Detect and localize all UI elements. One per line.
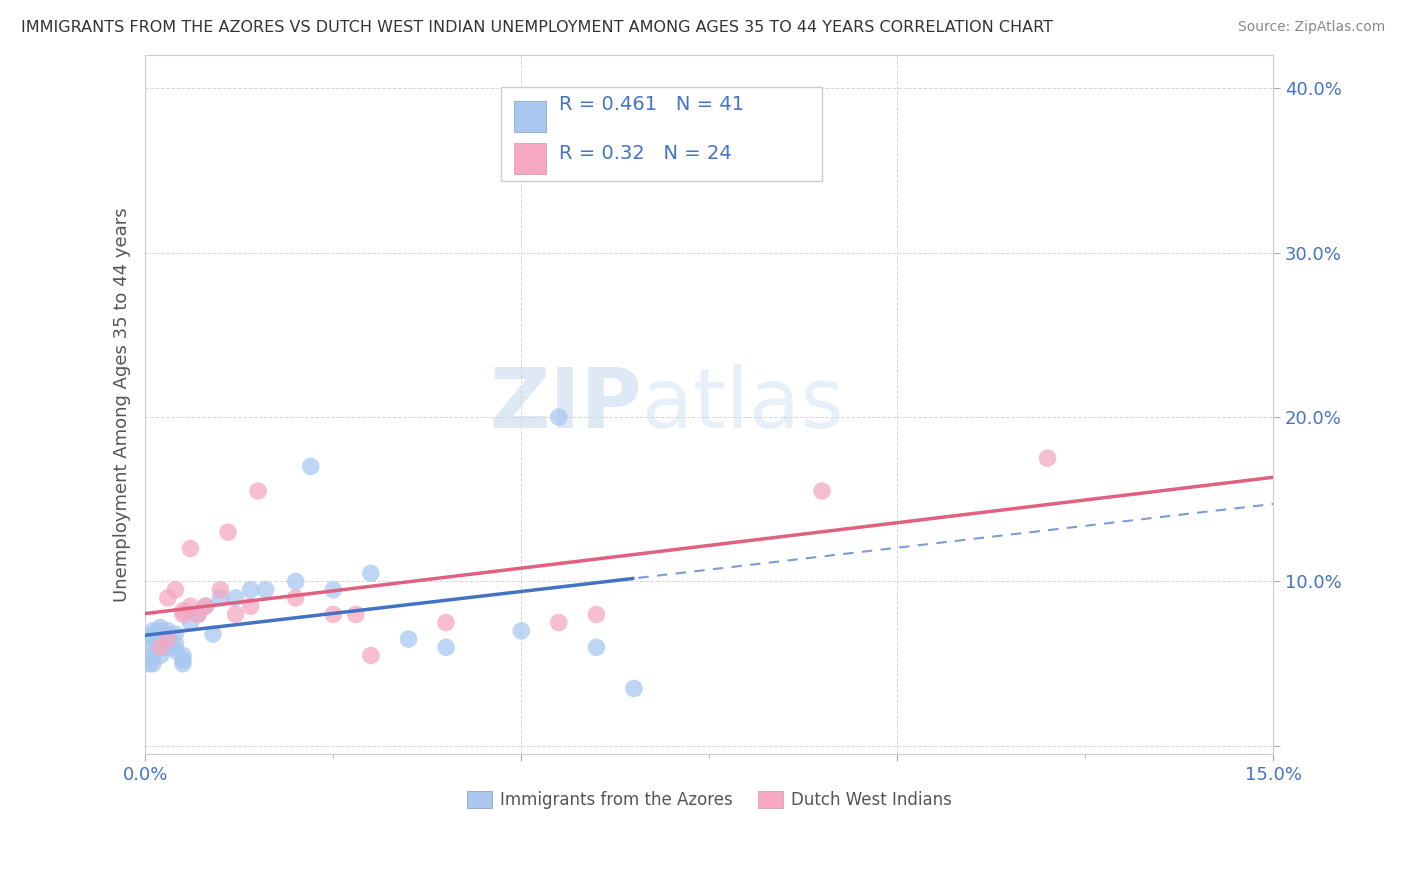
Point [149,621,172,635]
Point [156,627,179,641]
Point [239,599,262,614]
Point [194,599,217,614]
Point [209,582,232,597]
Point [156,632,179,646]
Point [172,648,194,663]
Point [247,483,270,498]
FancyBboxPatch shape [515,143,546,174]
Point [142,640,165,655]
Text: ZIP: ZIP [489,364,641,445]
Point [149,640,172,655]
Point [434,615,457,630]
Point [254,582,277,597]
FancyBboxPatch shape [501,87,823,181]
Point [149,640,172,655]
Point [623,681,645,696]
Point [156,591,179,605]
Legend: Immigrants from the Azores, Dutch West Indians: Immigrants from the Azores, Dutch West I… [460,784,959,816]
Point [149,624,172,638]
Point [344,607,367,622]
Point [142,624,165,638]
Point [172,604,194,618]
Point [172,653,194,667]
Point [179,599,201,614]
Point [187,607,209,622]
Text: R = 0.461   N = 41: R = 0.461 N = 41 [560,95,744,113]
Point [217,525,239,540]
Point [142,632,165,646]
Point [142,657,165,671]
Point [142,648,165,663]
Y-axis label: Unemployment Among Ages 35 to 44 years: Unemployment Among Ages 35 to 44 years [114,207,131,602]
Point [179,615,201,630]
Point [360,566,382,581]
Point [156,640,179,655]
Point [142,627,165,641]
Point [156,632,179,646]
Point [585,607,607,622]
Point [165,643,187,657]
Point [209,591,232,605]
Point [201,627,224,641]
Text: R = 0.32   N = 24: R = 0.32 N = 24 [560,144,733,162]
Point [811,483,834,498]
Point [284,574,307,589]
Text: atlas: atlas [641,364,844,445]
Point [284,591,307,605]
Point [165,582,187,597]
Point [547,410,569,425]
Text: Source: ZipAtlas.com: Source: ZipAtlas.com [1237,20,1385,34]
Point [239,582,262,597]
Point [138,657,160,671]
Point [149,637,172,651]
Point [225,607,247,622]
Point [299,459,322,474]
Point [360,648,382,663]
Point [179,541,201,556]
Point [149,632,172,646]
Point [322,582,344,597]
Point [1036,451,1059,466]
Point [172,607,194,622]
Point [156,624,179,638]
Point [194,599,217,614]
Point [187,607,209,622]
Point [172,657,194,671]
Point [398,632,420,646]
Text: IMMIGRANTS FROM THE AZORES VS DUTCH WEST INDIAN UNEMPLOYMENT AMONG AGES 35 TO 44: IMMIGRANTS FROM THE AZORES VS DUTCH WEST… [21,20,1053,35]
Point [165,627,187,641]
Point [585,640,607,655]
Point [149,648,172,663]
Point [510,624,533,638]
Point [165,637,187,651]
Point [547,615,569,630]
Point [434,640,457,655]
FancyBboxPatch shape [515,101,546,132]
Point [322,607,344,622]
Point [225,591,247,605]
